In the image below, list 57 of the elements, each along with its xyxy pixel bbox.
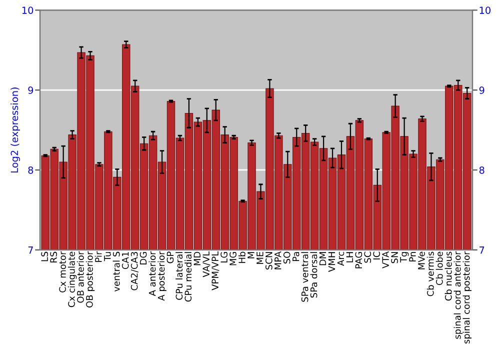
x-tick-label: M xyxy=(248,252,254,258)
x-tick-label: A anterior xyxy=(148,251,156,296)
x-tick-label: Cb nucleus xyxy=(444,252,452,301)
x-tick-label: LS xyxy=(41,252,48,262)
x-tick-label: VTA xyxy=(382,251,389,268)
y-tick-label: 7 xyxy=(28,246,33,254)
x-tick-label: VA/VL xyxy=(202,251,210,278)
x-tick-label: Cx motor xyxy=(59,251,66,292)
x-tick-label: DM xyxy=(319,252,326,266)
y2-tick-label: 10 xyxy=(480,6,490,14)
x-tick-label: MPA xyxy=(274,251,282,270)
x-tick-label: VMH xyxy=(328,252,336,272)
x-tick-label: Tu xyxy=(104,252,111,262)
x-tick-label: spinal cord anterior xyxy=(454,251,463,339)
x-tick-label: LH xyxy=(346,252,353,262)
x-tick-label: SPa ventral xyxy=(301,252,308,302)
x-tick-label: MG xyxy=(230,252,236,266)
x-tick-label: Tg xyxy=(400,252,409,263)
x-tick-label: RS xyxy=(50,252,57,262)
x-tick-label: Pa xyxy=(292,252,300,261)
x-tick-label: A posterior xyxy=(158,251,166,301)
x-tick-label: IC xyxy=(373,252,380,260)
y-tick-label: 9 xyxy=(28,86,34,94)
x-tick-label: SPa dorsal xyxy=(310,252,318,298)
x-tick-label: ME xyxy=(256,252,264,264)
x-tick-label: Cb vermis xyxy=(426,252,434,296)
x-tick-label: Cb lobe xyxy=(436,252,443,286)
x-tick-label: Arc xyxy=(337,252,344,266)
x-tick-label: Pir xyxy=(94,251,102,262)
x-tick-label: OB anterior xyxy=(76,251,84,303)
x-tick-label: LG xyxy=(220,252,228,262)
x-tick-label: Pn xyxy=(409,252,416,262)
x-tick-label: CA2/CA3 xyxy=(130,252,138,290)
y2-tick-label: 7 xyxy=(480,246,484,254)
x-tick-label: VPM/VPL xyxy=(212,251,220,290)
x-tick-label: spinal cord posterior xyxy=(462,251,472,344)
x-tick-label: CPu medial xyxy=(184,252,192,302)
x-tick-label: SC xyxy=(364,252,372,263)
x-tick-label: MD xyxy=(194,252,200,266)
x-tick-label: Cx cingulate xyxy=(68,252,77,308)
x-tick-label: OB posterior xyxy=(86,251,95,308)
x-tick-label: DG xyxy=(140,252,147,264)
x-tick-label: SO xyxy=(283,252,290,264)
y-tick-label: 10 xyxy=(22,6,34,14)
y-axis-title: Log2 (expression) xyxy=(10,88,20,172)
x-tick-label: ventral S xyxy=(112,252,120,292)
x-tick-label: PAG xyxy=(355,252,362,268)
x-tick-label: SCN xyxy=(266,252,272,270)
y-tick-label: 8 xyxy=(28,166,34,174)
x-tick-label: GP xyxy=(166,252,174,264)
x-tick-label: CPu lateral xyxy=(176,252,183,300)
y2-tick-label: 9 xyxy=(479,86,484,94)
x-tick-label: Hb xyxy=(238,252,246,263)
x-tick-label: MVe xyxy=(418,252,425,270)
x-tick-label: SN xyxy=(391,252,398,264)
y2-tick-label: 8 xyxy=(479,166,484,174)
x-tick-label: CA1 xyxy=(122,252,129,270)
